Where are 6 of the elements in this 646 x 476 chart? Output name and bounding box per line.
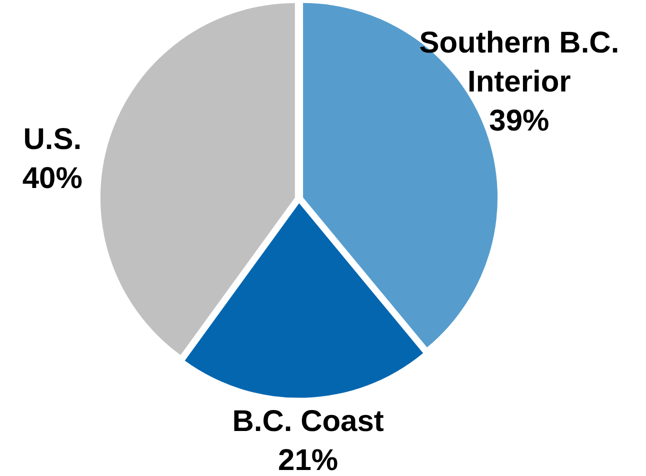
slice-label: U.S. <box>23 123 82 156</box>
data-label: 40% <box>22 162 82 196</box>
data-label: 39% <box>489 104 550 138</box>
data-label: 21% <box>278 444 338 476</box>
slice-label: B.C. Coast <box>232 405 384 438</box>
slice-label: Southern B.C. Interior <box>419 26 620 98</box>
